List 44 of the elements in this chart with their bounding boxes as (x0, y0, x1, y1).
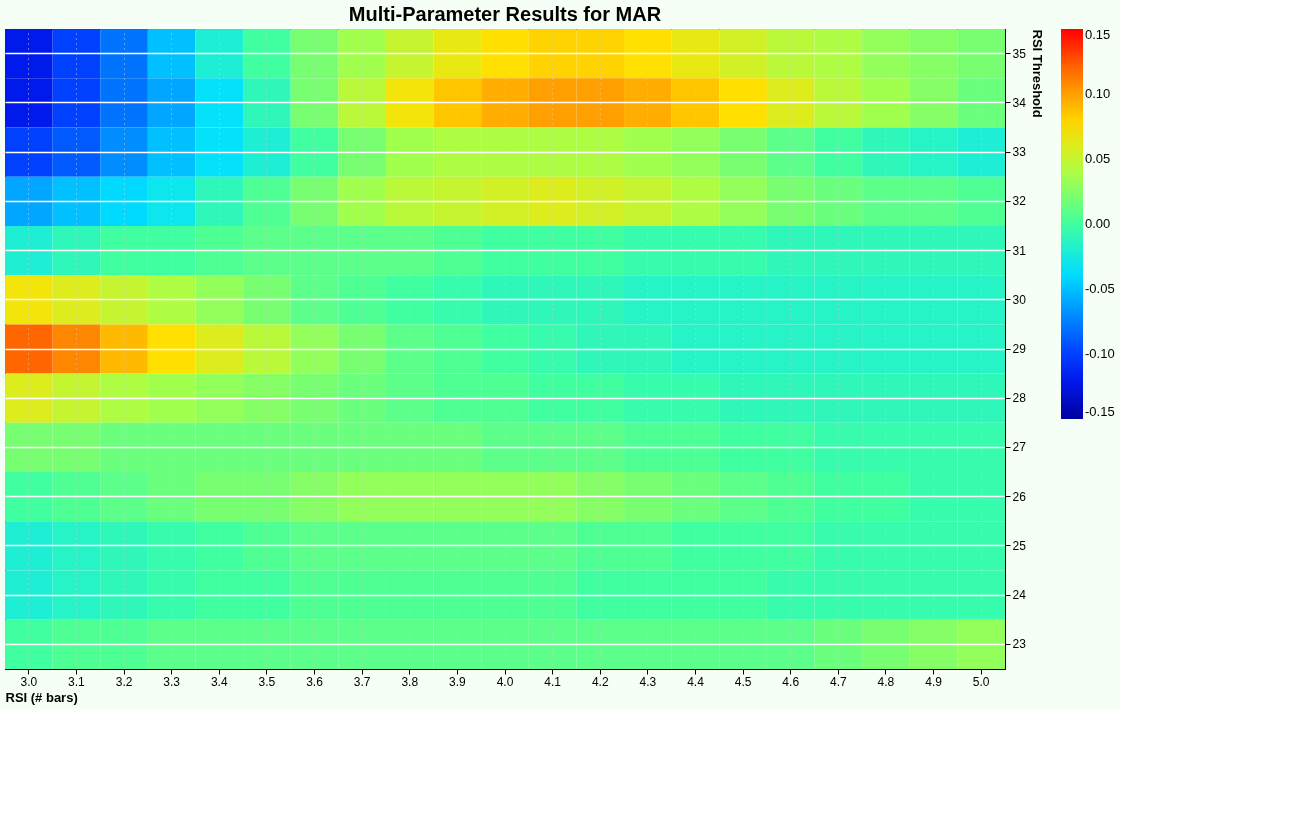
x-tick-label: 4.1 (544, 674, 562, 689)
y-tick-label: 31 (1012, 243, 1027, 258)
y-tick-label: 26 (1012, 489, 1027, 504)
y-tick-label: 32 (1012, 194, 1027, 209)
color-bar-label: 0.00 (1085, 216, 1111, 231)
x-tick-label: 4.2 (591, 674, 609, 689)
color-bar-label: -0.10 (1085, 346, 1115, 361)
y-tick-label: 29 (1012, 342, 1027, 356)
x-tick-label: 3.4 (210, 674, 228, 689)
x-tick-label: 3.2 (115, 674, 133, 689)
y-tick-label: 23 (1012, 637, 1027, 652)
x-tick-label: 4.8 (877, 674, 895, 689)
color-bar-label: -0.05 (1085, 281, 1115, 296)
color-bar-label: 0.10 (1085, 86, 1111, 101)
x-tick-label: 5.0 (972, 674, 990, 689)
x-axis-title: RSI (# bars) (5, 689, 78, 705)
x-tick-label: 4.6 (782, 674, 800, 689)
x-tick-label: 3.5 (258, 674, 276, 689)
x-tick-label: 3.7 (353, 674, 371, 689)
chart-title: Multi-Parameter Results for MAR (348, 3, 662, 25)
y-tick-label: 30 (1012, 292, 1027, 307)
x-tick-label: 4.5 (734, 674, 752, 689)
y-axis-title: RSI Threshold (1029, 29, 1045, 118)
x-tick-label: 3.1 (68, 674, 86, 689)
x-tick-label: 4.7 (829, 674, 847, 689)
y-tick-label: 25 (1012, 538, 1027, 553)
x-tick-label: 3.6 (306, 674, 324, 689)
y-tick-label: 28 (1012, 391, 1027, 406)
x-tick-label: 3.8 (401, 674, 419, 689)
x-tick-label: 4.4 (687, 674, 705, 689)
x-tick-label: 3.9 (449, 674, 467, 689)
x-tick-label: 4.3 (639, 674, 657, 689)
x-tick-label: 3.0 (20, 674, 38, 689)
y-tick-label: 27 (1012, 440, 1027, 455)
color-bar-label: 0.05 (1085, 151, 1111, 166)
y-tick-label: 33 (1012, 145, 1027, 160)
x-tick-label: 4.0 (496, 674, 514, 689)
x-tick-label: 4.9 (925, 674, 943, 689)
color-bar-label: -0.15 (1085, 404, 1115, 419)
y-tick-label: 34 (1012, 95, 1027, 110)
x-tick-label: 3.3 (163, 674, 181, 689)
y-tick-label: 24 (1012, 588, 1027, 603)
y-tick-label: 35 (1012, 46, 1027, 61)
color-bar-label: 0.15 (1085, 27, 1111, 42)
